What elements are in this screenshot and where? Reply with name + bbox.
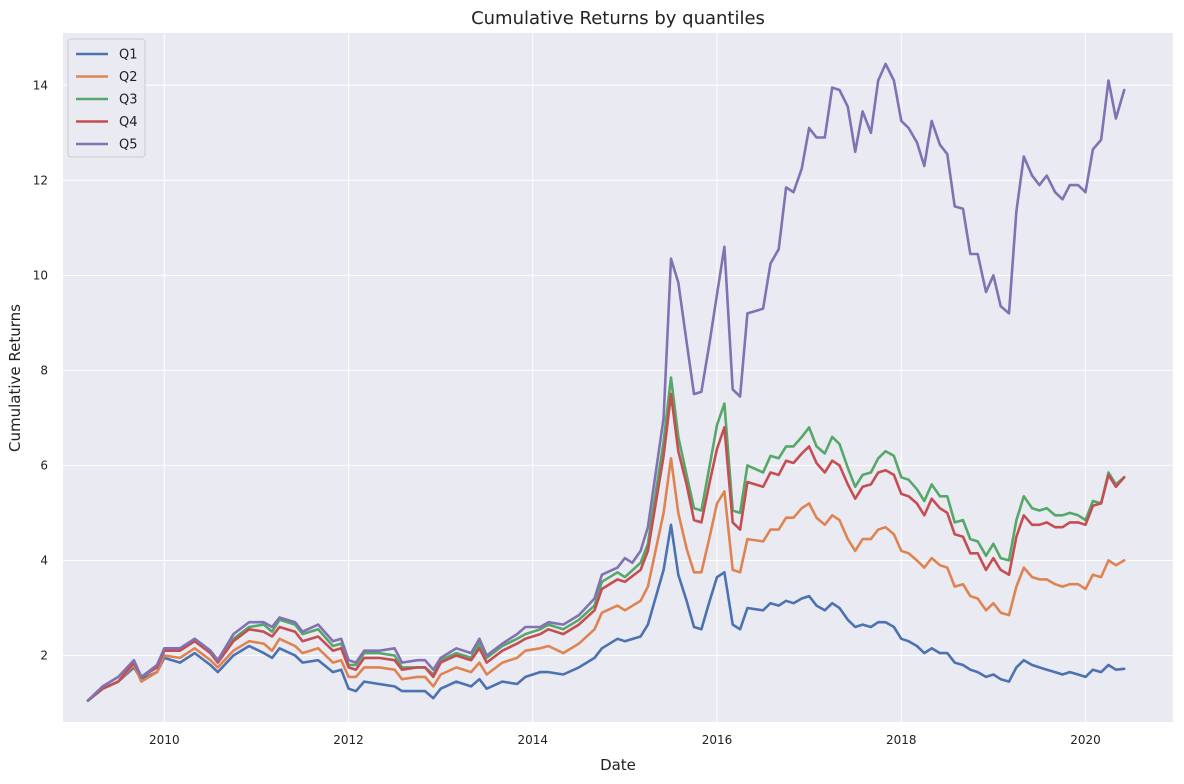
x-tick-label: 2016 — [702, 733, 733, 747]
legend-label-q1: Q1 — [119, 48, 138, 63]
legend-label-q2: Q2 — [119, 70, 138, 85]
plot-area-background — [63, 33, 1173, 722]
series-line-q5 — [86, 62, 1126, 702]
x-tick-label: 2012 — [333, 733, 364, 747]
chart-title: Cumulative Returns by quantiles — [471, 8, 765, 29]
x-tick-label: 2010 — [149, 733, 180, 747]
y-tick-label: 14 — [33, 78, 48, 92]
y-tick-label: 4 — [40, 553, 48, 567]
legend-label-q4: Q4 — [119, 115, 138, 130]
x-tick-label: 2018 — [886, 733, 917, 747]
series-line-q1 — [86, 523, 1126, 702]
y-tick-label: 8 — [40, 363, 48, 377]
legend-label-q5: Q5 — [119, 138, 138, 153]
y-tick-label: 12 — [33, 173, 48, 187]
y-axis-label: Cumulative Returns — [6, 304, 24, 452]
y-tick-label: 2 — [40, 648, 48, 662]
x-axis-label: Date — [600, 756, 636, 774]
series-line-q3 — [86, 376, 1126, 702]
y-tick-label: 10 — [33, 268, 48, 282]
series-line-q2 — [86, 457, 1126, 702]
legend-label-q3: Q3 — [119, 93, 138, 108]
tick-labels: 2010 2012 2014 2016 2018 2020 2 4 6 8 10 12 14 — [33, 78, 1101, 747]
x-tick-label: 2020 — [1070, 733, 1101, 747]
series-line-q4 — [86, 392, 1126, 702]
series-lines — [86, 62, 1126, 702]
y-tick-label: 6 — [40, 458, 48, 472]
x-tick-label: 2014 — [518, 733, 549, 747]
grid — [63, 33, 1173, 722]
legend: Q1 Q2 Q3 Q4 Q5 — [67, 38, 146, 158]
